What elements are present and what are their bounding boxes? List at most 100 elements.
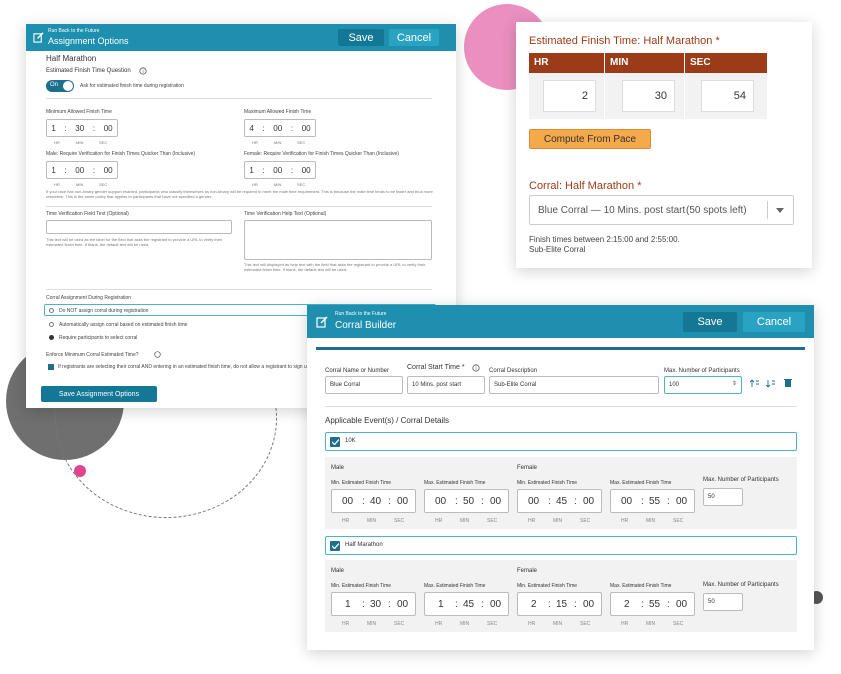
unit-min: MIN xyxy=(646,621,656,627)
event-checkbox[interactable] xyxy=(330,541,340,551)
max-est-label: Max. Estimated Finish Time xyxy=(424,583,486,589)
breadcrumb[interactable]: Run Back to the Future xyxy=(48,28,100,34)
event-row-half-marathon[interactable]: Half Marathon xyxy=(325,536,797,555)
verify-help-textarea[interactable] xyxy=(244,220,432,260)
unit-sec: SEC xyxy=(394,518,405,524)
min-allowed-time[interactable]: 1: 30: 00 xyxy=(46,119,118,137)
max-participants-label: Max. Number of Participants xyxy=(664,368,740,374)
unit-sec: SEC xyxy=(487,518,498,524)
edit-icon xyxy=(33,32,44,43)
max-allowed-time[interactable]: 4: 00: 00 xyxy=(244,119,316,137)
hr-value: 2 xyxy=(531,599,537,610)
chevron-down-icon xyxy=(776,208,784,213)
stepper-icon[interactable]: ⇕ xyxy=(731,381,737,387)
required-mark: * xyxy=(637,180,642,192)
min-value: 00 xyxy=(273,123,283,133)
section-rule xyxy=(316,347,805,350)
hr-value: 00 xyxy=(342,496,354,507)
corral-start-label: Corral Start Time * xyxy=(407,364,465,371)
hr-value: 00 xyxy=(528,496,540,507)
corral-select[interactable]: Blue Corral — 10 Mins. post start (50 sp… xyxy=(529,195,794,225)
verify-help-help: This text will displayed as help text wi… xyxy=(244,262,426,272)
radio-option-label: Automatically assign corral based on est… xyxy=(59,322,188,328)
hr-value: 1 xyxy=(345,599,351,610)
cancel-button[interactable]: Cancel xyxy=(743,312,805,332)
page-title: Corral Builder xyxy=(335,320,397,331)
min-input[interactable]: 30 xyxy=(622,80,675,112)
unit-min: MIN xyxy=(76,182,84,187)
unit-sec: SEC xyxy=(297,182,306,187)
radio-button[interactable] xyxy=(49,308,54,313)
radio-button-selected[interactable] xyxy=(49,335,54,340)
trash-icon[interactable] xyxy=(784,378,792,388)
male-verify-time[interactable]: 1: 00: 00 xyxy=(46,161,118,179)
corral-description-input[interactable]: Sub-Elite Corral xyxy=(489,376,659,394)
max-participants-input[interactable]: 50 xyxy=(703,593,743,611)
cancel-button[interactable]: Cancel xyxy=(389,29,439,46)
save-assignment-options-button[interactable]: Save Assignment Options xyxy=(41,386,157,402)
header-sec: SEC xyxy=(685,53,767,73)
hr-value: 2 xyxy=(624,599,630,610)
hr-input[interactable]: 2 xyxy=(543,80,596,112)
unit-hr: HR xyxy=(54,182,60,187)
corral-builder-card: Run Back to the Future Corral Builder Sa… xyxy=(307,305,814,650)
unit-hr: HR xyxy=(435,518,443,524)
max-allowed-label: Maximum Allowed Finish Time xyxy=(244,109,312,115)
male-verify-label: Male: Require Verification for Finish Ti… xyxy=(46,151,196,157)
sec-value: 00 xyxy=(583,496,595,507)
unit-sec: SEC xyxy=(487,621,498,627)
max-est-label: Max. Estimated Finish Time xyxy=(424,480,486,486)
unit-sec: SEC xyxy=(297,140,306,145)
enforce-checkbox[interactable] xyxy=(48,364,54,370)
male-label: Male xyxy=(331,568,345,574)
unit-hr: HR xyxy=(342,518,350,524)
max-participants-input[interactable]: 50 xyxy=(703,488,743,506)
max-participants-input[interactable]: 100 ⇕ xyxy=(664,376,742,394)
sort-down-icon[interactable] xyxy=(766,379,775,388)
enforce-text: If registrants are selecting their corra… xyxy=(58,364,317,370)
divider xyxy=(46,206,432,207)
enforce-label: Enforce Minimum Corral Estimated Time? xyxy=(46,352,139,358)
corral-builder-header: Run Back to the Future Corral Builder Sa… xyxy=(307,305,814,338)
corral-label-text: Corral: Half Marathon xyxy=(529,180,635,192)
unit-sec: SEC xyxy=(673,518,684,524)
divider xyxy=(46,98,432,99)
unit-hr: HR xyxy=(621,518,629,524)
sec-value: 00 xyxy=(490,496,502,507)
sec-value: 00 xyxy=(103,123,113,133)
breadcrumb[interactable]: Run Back to the Future xyxy=(335,311,387,317)
min-est-label: Min. Estimated Finish Time xyxy=(517,583,578,589)
sort-up-icon[interactable] xyxy=(750,379,759,388)
save-button[interactable]: Save xyxy=(683,312,737,332)
verify-field-input[interactable] xyxy=(46,220,232,234)
event-row-10k[interactable]: 10K xyxy=(325,432,797,451)
min-est-label: Min. Estimated Finish Time xyxy=(331,480,392,486)
sec-input[interactable]: 54 xyxy=(701,80,754,112)
corral-start-input[interactable]: 10 Mins. post start xyxy=(407,376,485,394)
unit-min: MIN xyxy=(367,621,377,627)
corral-name-label: Corral Name or Number xyxy=(325,368,390,374)
compute-from-pace-button[interactable]: Compute From Pace xyxy=(529,129,651,149)
corral-name-input[interactable]: Blue Corral xyxy=(325,376,403,394)
male-label: Male xyxy=(331,465,345,471)
details-label: Applicable Event(s) / Corral Details xyxy=(325,416,450,425)
corral-start-label-text: Corral Start Time xyxy=(407,364,460,371)
save-button[interactable]: Save xyxy=(338,29,384,46)
finish-time-toggle[interactable]: On xyxy=(46,80,74,92)
female-verify-label: Female: Require Verification for Finish … xyxy=(244,151,399,157)
assignment-options-header: Run Back to the Future Assignment Option… xyxy=(26,24,456,51)
divider xyxy=(325,406,797,407)
radio-button[interactable] xyxy=(49,322,54,327)
female-label: Female xyxy=(517,568,538,574)
svg-text:i: i xyxy=(475,366,476,372)
info-icon: i xyxy=(139,67,147,75)
max-participants-label: Max. Number of Participants xyxy=(703,477,779,483)
female-verify-time[interactable]: 1: 00: 00 xyxy=(244,161,316,179)
event-name: Half Marathon xyxy=(46,54,97,63)
max-participants-label: Max. Number of Participants xyxy=(703,582,779,588)
unit-sec: SEC xyxy=(99,140,108,145)
event-checkbox[interactable] xyxy=(330,437,340,447)
checkmark-icon xyxy=(332,439,339,445)
min-value: 45 xyxy=(463,599,475,610)
toggle-knob xyxy=(63,81,73,91)
